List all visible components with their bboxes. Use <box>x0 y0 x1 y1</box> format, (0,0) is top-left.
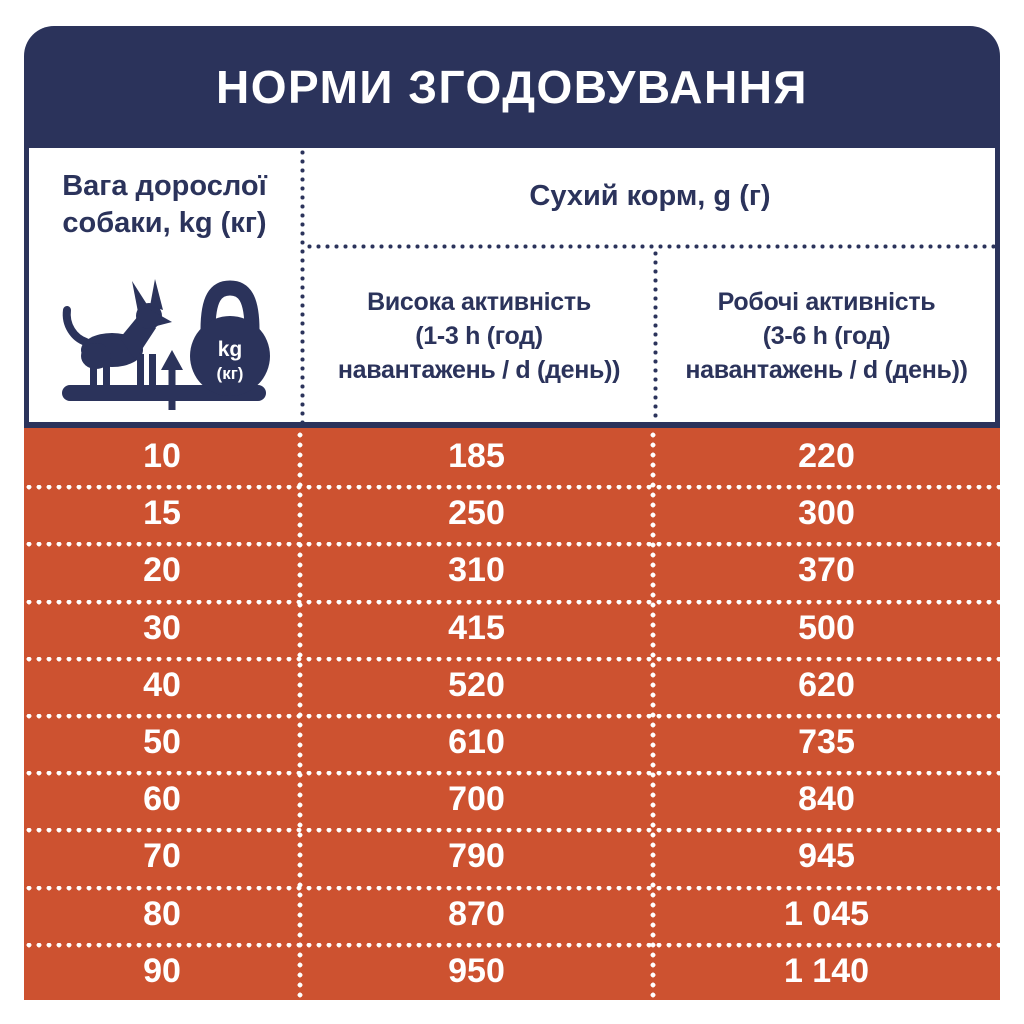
kettlebell-unit-kg-cyrillic: (кг) <box>216 364 243 383</box>
title-band: НОРМИ ЗГОДОВУВАННЯ <box>24 26 1000 148</box>
working-activity-cell: 620 <box>798 665 855 704</box>
page-title: НОРМИ ЗГОДОВУВАННЯ <box>216 61 808 113</box>
header-horizontal-dotted-divider <box>305 244 995 249</box>
weight-cell: 40 <box>143 665 181 704</box>
high-activity-cell: 790 <box>448 837 505 876</box>
dry-food-column-label: Сухий корм, g (г) <box>529 179 771 212</box>
table-row: 60 700 840 <box>24 771 1000 829</box>
dog-weight-scale-icon: kg (кг) <box>61 279 270 411</box>
table-row: 30 415 500 <box>24 599 1000 657</box>
dog-icon <box>62 279 172 388</box>
high-activity-cell: 520 <box>448 665 505 704</box>
kettlebell-unit-kg: kg <box>217 338 242 361</box>
working-activity-cell: 735 <box>798 723 855 762</box>
weight-cell: 80 <box>143 894 181 933</box>
feeding-norms-infographic: НОРМИ ЗГОДОВУВАННЯ Вага дорослої собаки,… <box>24 26 1000 1000</box>
table-header: Вага дорослої собаки, kg (кг) kg (кг) <box>24 148 1000 428</box>
arrow-up-icon <box>160 350 183 411</box>
weight-cell: 20 <box>143 551 181 590</box>
high-activity-cell: 415 <box>448 608 505 647</box>
weight-column-label: Вага дорослої собаки, kg (кг) <box>62 170 267 240</box>
activity-subheaders: Висока активність (1-3 h (год) навантаже… <box>305 249 995 422</box>
working-activity-cell: 1 045 <box>783 894 870 933</box>
working-activity-cell: 220 <box>798 437 855 476</box>
table-row: 50 610 735 <box>24 713 1000 772</box>
high-activity-column-label: Висока активність (1-3 h (год) навантаже… <box>337 287 621 384</box>
working-activity-cell: 370 <box>798 551 855 590</box>
high-activity-cell: 250 <box>448 494 505 533</box>
table-row: 80 870 1 045 <box>24 885 1000 943</box>
working-activity-cell: 945 <box>798 837 855 876</box>
weight-cell: 30 <box>143 608 181 647</box>
table-body-wrap: 10 185 220 15 250 300 20 310 370 30 415 … <box>24 428 1000 1000</box>
high-activity-cell: 610 <box>448 723 505 762</box>
header-vertical-dotted-divider <box>300 148 305 422</box>
high-activity-cell: 310 <box>448 551 505 590</box>
high-activity-cell: 950 <box>448 951 505 990</box>
table-row: 10 185 220 <box>24 428 1000 485</box>
working-activity-cell: 500 <box>798 608 855 647</box>
table-row: 70 790 945 <box>24 828 1000 886</box>
weight-cell: 60 <box>143 780 181 819</box>
high-activity-cell: 185 <box>448 437 505 476</box>
weight-cell: 50 <box>143 723 181 762</box>
table-row: 90 950 1 140 <box>24 942 1000 1000</box>
working-activity-cell: 1 140 <box>783 951 870 990</box>
weight-cell: 15 <box>143 494 181 533</box>
weight-cell: 90 <box>143 951 181 990</box>
kettlebell-icon: kg (кг) <box>189 280 270 397</box>
working-activity-cell: 840 <box>798 780 855 819</box>
working-activity-column-label: Робочі активність (3-6 h (год) навантаже… <box>685 287 968 384</box>
weight-column-header: Вага дорослої собаки, kg (кг) kg (кг) <box>29 148 300 422</box>
table-row: 15 250 300 <box>24 485 1000 543</box>
table-body: 10 185 220 15 250 300 20 310 370 30 415 … <box>24 428 1000 1000</box>
high-activity-cell: 700 <box>448 780 505 819</box>
working-activity-cell: 300 <box>798 494 855 533</box>
high-activity-cell: 870 <box>448 894 505 933</box>
subheader-vertical-dotted-divider <box>653 249 658 422</box>
table-row: 40 520 620 <box>24 656 1000 714</box>
table-row: 20 310 370 <box>24 542 1000 600</box>
weight-cell: 10 <box>143 437 181 476</box>
weight-cell: 70 <box>143 837 181 876</box>
